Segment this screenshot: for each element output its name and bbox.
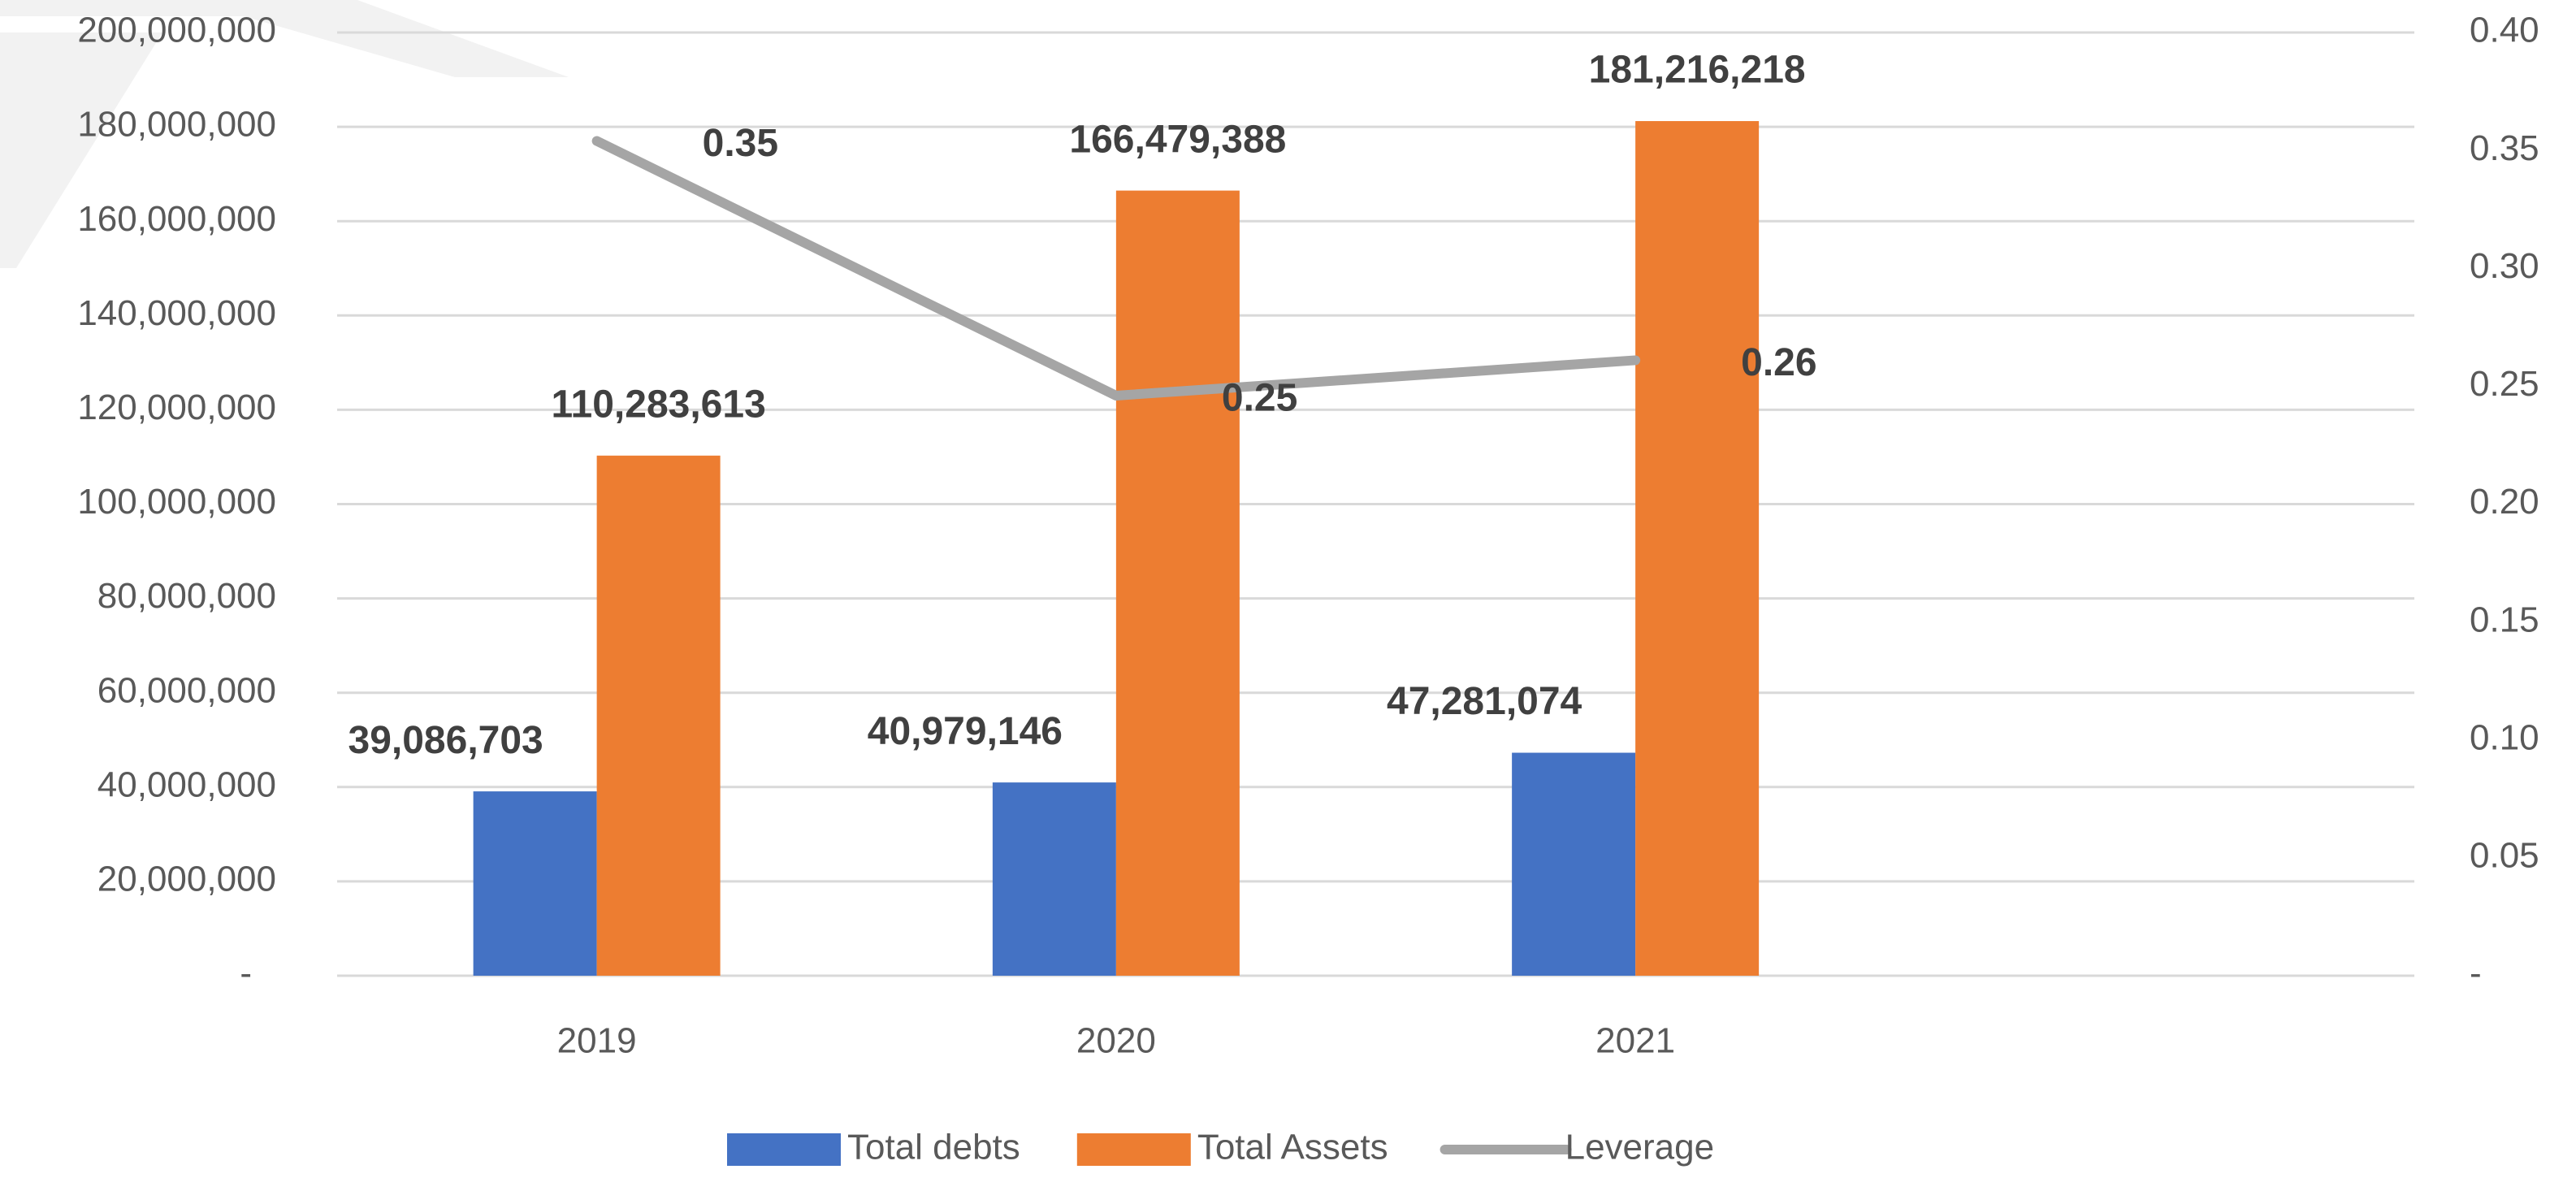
y2-tick-label: 0.15 [2470,600,2539,639]
x-tick-label: 2020 [1076,1021,1156,1061]
y2-tick-label: - [2470,954,2482,994]
watermark [0,32,162,268]
watermark [0,0,569,77]
y-tick-label: 20,000,000 [97,860,276,899]
data-label: 181,216,218 [1589,49,1806,92]
data-label: 0.35 [703,122,778,165]
y-tick-label: 40,000,000 [97,764,276,804]
data-label: 0.25 [1222,377,1297,420]
y2-tick-label: 0.35 [2470,128,2539,168]
bar [596,455,721,976]
y2-tick-label: 0.10 [2470,717,2539,757]
y2-tick-label: 0.40 [2470,11,2539,50]
bar [1635,121,1760,977]
y-tick-label: 180,000,000 [77,105,276,145]
legend-label: Total Assets [1197,1128,1388,1167]
legend-label: Leverage [1565,1128,1714,1167]
y-tick-label: 60,000,000 [97,670,276,710]
x-tick-label: 2019 [557,1021,637,1061]
bar [473,791,597,976]
line [591,136,1641,401]
y-tick-label: 160,000,000 [77,199,276,239]
data-label: 110,283,613 [551,383,765,426]
y2-tick-label: 0.30 [2470,246,2539,286]
y-tick-label: 200,000,000 [77,11,276,50]
x-tick-label: 2021 [1595,1021,1675,1061]
y2-tick-label: 0.20 [2470,482,2539,522]
y-tick-label: 120,000,000 [77,388,276,427]
y-tick-label: 140,000,000 [77,293,276,333]
data-label: 40,979,146 [868,710,1063,753]
y-tick-label: - [240,954,252,994]
y-tick-label: 80,000,000 [97,576,276,616]
data-label: 0.26 [1741,341,1816,384]
data-label: 47,281,074 [1387,680,1582,723]
bar [1512,752,1636,976]
data-label: 166,479,388 [1069,118,1286,161]
legend-swatch [1076,1133,1191,1166]
data-label: 39,086,703 [349,719,543,762]
bar [1115,190,1240,976]
bar [992,782,1116,976]
y2-tick-label: 0.25 [2470,364,2539,404]
y-tick-label: 100,000,000 [77,482,276,522]
y2-tick-label: 0.05 [2470,836,2539,876]
legend-label: Total debts [847,1128,1020,1167]
legend-swatch [727,1133,841,1166]
